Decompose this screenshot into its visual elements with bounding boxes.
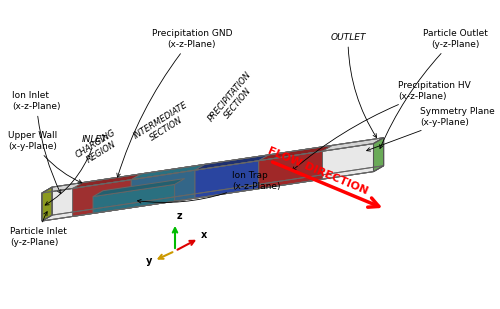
- Polygon shape: [131, 170, 195, 208]
- Polygon shape: [259, 145, 332, 161]
- Text: Precipitation HV
(x-z-Plane): Precipitation HV (x-z-Plane): [292, 81, 471, 171]
- Polygon shape: [93, 179, 184, 197]
- Polygon shape: [195, 155, 269, 170]
- Polygon shape: [259, 151, 322, 189]
- Text: x: x: [200, 231, 207, 240]
- Text: FLOW DIRECTION: FLOW DIRECTION: [266, 146, 369, 196]
- Text: z: z: [177, 211, 182, 221]
- Polygon shape: [42, 166, 384, 221]
- Text: Symmetry Plane
(x-y-Plane): Symmetry Plane (x-y-Plane): [366, 107, 495, 151]
- Text: INLET: INLET: [45, 134, 108, 205]
- Text: Particle Outlet
(y-z-Plane): Particle Outlet (y-z-Plane): [380, 29, 488, 148]
- Polygon shape: [42, 144, 374, 221]
- Polygon shape: [52, 138, 384, 215]
- Polygon shape: [72, 180, 131, 216]
- Polygon shape: [42, 187, 52, 221]
- Text: Ion Trap
(x-z-Plane): Ion Trap (x-z-Plane): [138, 171, 280, 203]
- Text: y: y: [146, 256, 152, 266]
- Polygon shape: [72, 174, 142, 188]
- Text: OUTLET: OUTLET: [330, 32, 376, 138]
- Text: INTERMEDIATE
SECTION: INTERMEDIATE SECTION: [132, 100, 196, 149]
- Text: Upper Wall
(x-y-Plane): Upper Wall (x-y-Plane): [8, 131, 82, 183]
- Polygon shape: [42, 187, 52, 221]
- Polygon shape: [93, 184, 174, 214]
- Polygon shape: [374, 138, 384, 171]
- Polygon shape: [374, 138, 384, 171]
- Polygon shape: [195, 161, 259, 198]
- Text: Precipitation GND
(x-z-Plane): Precipitation GND (x-z-Plane): [117, 29, 232, 177]
- Text: Particle Inlet
(y-z-Plane): Particle Inlet (y-z-Plane): [10, 212, 67, 247]
- Polygon shape: [131, 164, 205, 180]
- Text: Ion Inlet
(x-z-Plane): Ion Inlet (x-z-Plane): [12, 91, 61, 194]
- Text: CHARGING
REGION: CHARGING REGION: [74, 128, 123, 168]
- Text: PRECIPITATION
SECTION: PRECIPITATION SECTION: [206, 70, 261, 130]
- Polygon shape: [42, 138, 384, 193]
